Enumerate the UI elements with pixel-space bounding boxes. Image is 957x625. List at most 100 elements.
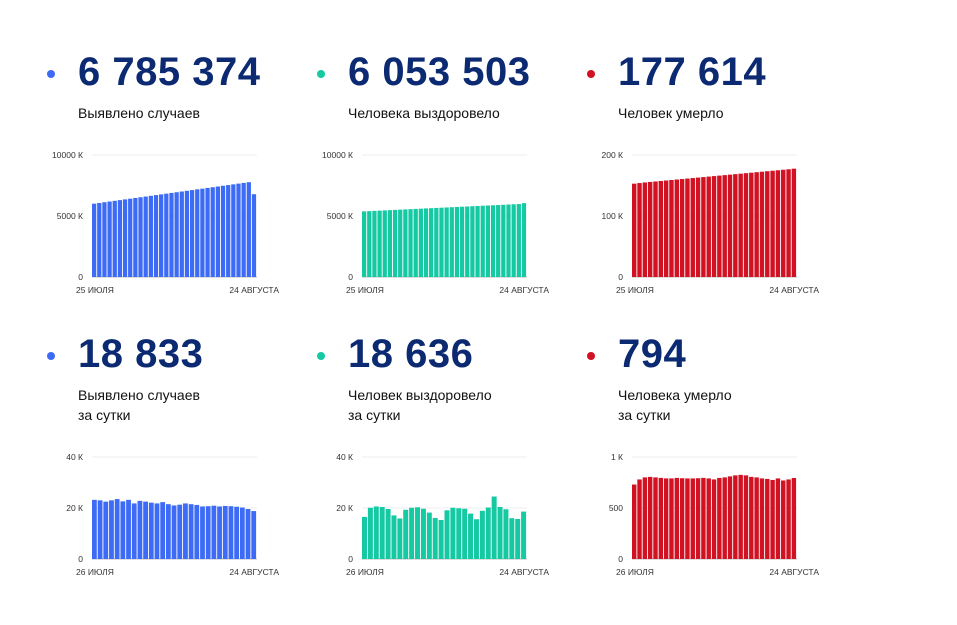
y-tick-label: 200 К <box>602 150 624 160</box>
stat-caption-line: за сутки <box>78 407 131 423</box>
bar <box>733 475 738 559</box>
bar <box>475 205 480 277</box>
bar <box>637 479 642 559</box>
bar <box>107 201 112 277</box>
bar <box>450 507 456 559</box>
y-tick-label: 0 <box>618 554 623 564</box>
bar <box>674 179 680 277</box>
bar <box>706 478 711 559</box>
bar <box>117 200 123 277</box>
bar <box>122 199 128 277</box>
stat-value: 794 <box>618 332 687 376</box>
bar <box>434 207 439 277</box>
bar <box>791 478 797 559</box>
status-dot <box>587 352 595 360</box>
bar <box>775 170 781 277</box>
bar <box>770 479 775 559</box>
bar <box>701 177 706 277</box>
bar <box>398 209 403 277</box>
bar <box>759 478 765 559</box>
bar <box>775 478 781 559</box>
bar <box>220 185 226 277</box>
bar <box>754 477 759 559</box>
bar <box>415 507 421 559</box>
bar <box>143 196 148 277</box>
bar <box>234 506 240 559</box>
bar <box>727 174 733 277</box>
bar <box>154 503 160 559</box>
bar <box>362 516 367 559</box>
bar <box>423 208 429 277</box>
bar <box>103 501 109 559</box>
bar <box>791 168 797 277</box>
bar <box>92 499 97 559</box>
bar <box>653 181 658 277</box>
stat-caption-line: Человек умерло <box>618 105 724 121</box>
stat-value: 177 614 <box>618 50 767 94</box>
bar <box>717 175 722 277</box>
bar <box>236 183 241 277</box>
y-tick-label: 100 К <box>602 211 624 221</box>
bar <box>226 185 231 277</box>
bar <box>759 171 765 277</box>
bar <box>674 477 680 559</box>
bar <box>717 477 722 559</box>
bar <box>459 206 465 277</box>
bar <box>521 203 527 277</box>
bar <box>690 178 695 277</box>
bar <box>685 178 690 277</box>
y-tick-label: 20 К <box>336 503 353 513</box>
x-tick-label: 26 ИЮЛЯ <box>346 567 384 577</box>
bar <box>679 478 685 559</box>
y-tick-label: 5000 К <box>327 211 353 221</box>
bar <box>770 170 775 277</box>
stat-caption-line: Выявлено случаев <box>78 105 200 121</box>
bar <box>690 478 695 559</box>
bar <box>418 208 423 277</box>
stat-panel: 6 053 503 Человека выздоровело 0 5000 К 10… <box>317 43 617 343</box>
y-tick-label: 10000 К <box>322 150 353 160</box>
bar <box>632 183 637 277</box>
x-tick-label: 25 ИЮЛЯ <box>76 285 114 295</box>
bar <box>485 507 491 559</box>
x-tick-label: 24 АВГУСТА <box>769 285 819 295</box>
bar <box>516 204 521 277</box>
bar <box>653 477 658 559</box>
bar <box>509 518 515 559</box>
bar <box>367 211 372 277</box>
bar <box>403 509 409 559</box>
bar <box>138 197 143 277</box>
stat-caption: Человек умерло <box>618 103 724 123</box>
stat-caption-line: за сутки <box>618 407 671 423</box>
bar <box>385 509 391 559</box>
bar <box>379 506 385 559</box>
bar <box>658 477 664 559</box>
bar <box>470 206 475 277</box>
bar <box>454 206 460 277</box>
bar <box>786 169 791 277</box>
bar-chart: 0 5000 К 10000 К 25 ИЮЛЯ 24 АВГУСТА <box>322 150 549 295</box>
stat-caption: Выявлено случаев за сутки <box>78 385 200 425</box>
bar <box>647 181 653 277</box>
bar <box>722 175 727 277</box>
bar <box>480 205 485 277</box>
bar <box>211 505 217 559</box>
bar <box>245 509 251 559</box>
bar <box>701 477 706 559</box>
bar-chart: 0 100 К 200 К 25 ИЮЛЯ 24 АВГУСТА <box>602 150 820 295</box>
y-tick-label: 0 <box>618 272 623 282</box>
stat-value: 6 053 503 <box>348 50 531 94</box>
bar <box>148 502 154 559</box>
bar <box>497 506 503 559</box>
y-tick-label: 0 <box>348 272 353 282</box>
y-tick-label: 500 <box>609 503 623 513</box>
y-tick-label: 40 К <box>336 452 353 462</box>
bar <box>637 183 642 277</box>
bar <box>468 513 474 559</box>
bar <box>133 197 138 277</box>
bar <box>515 518 521 559</box>
status-dot <box>317 70 325 78</box>
status-dot <box>47 352 55 360</box>
bar <box>131 503 137 559</box>
bar <box>444 207 449 277</box>
